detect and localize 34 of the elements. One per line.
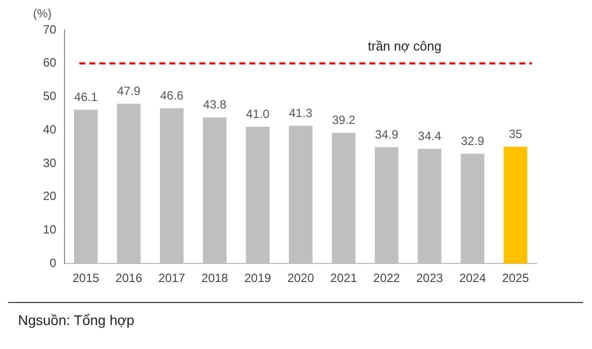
- data-label: 46.6: [160, 88, 184, 102]
- x-tick-label: 2017: [158, 271, 186, 286]
- data-label: 46.1: [74, 90, 98, 104]
- x-tick-label: 2022: [373, 271, 400, 286]
- data-label: 43.8: [203, 98, 227, 112]
- data-label: 34.9: [374, 127, 399, 142]
- x-tick-label: 2016: [115, 271, 142, 286]
- y-tick-label: 40: [42, 122, 57, 136]
- bar: [504, 146, 528, 264]
- y-tick-label: 30: [42, 156, 57, 170]
- x-tick-label: 2021: [330, 271, 358, 286]
- y-tick-label: 50: [42, 89, 57, 104]
- y-tick-label: 0: [50, 256, 57, 270]
- x-tick-label: 2018: [201, 271, 228, 286]
- x-tick-label: 2019: [244, 271, 272, 286]
- data-label: 32.9: [460, 134, 485, 148]
- x-tick-label: 2023: [416, 271, 444, 286]
- y-tick-label: 70: [42, 22, 57, 36]
- data-label: 41.3: [288, 106, 313, 120]
- x-tick-label: 2025: [502, 271, 530, 286]
- data-label: 35: [508, 127, 523, 142]
- y-tick-label: 60: [42, 56, 57, 70]
- text: Ngsuồn: Tổng hợp: [18, 312, 134, 328]
- ref-line-label: trần nợ công: [368, 38, 442, 54]
- x-tick-label: 2024: [459, 271, 486, 286]
- x-tick-label: 2020: [287, 271, 314, 286]
- data-label: 41.0: [246, 107, 270, 122]
- data-label: 39.2: [332, 113, 356, 128]
- data-label: 47.9: [117, 84, 141, 98]
- y-axis-title: (%): [33, 6, 52, 20]
- x-tick-label: 2015: [72, 271, 100, 286]
- data-label: 34.4: [418, 129, 442, 144]
- y-tick-label: 10: [42, 222, 57, 237]
- y-tick-label: 20: [42, 189, 57, 204]
